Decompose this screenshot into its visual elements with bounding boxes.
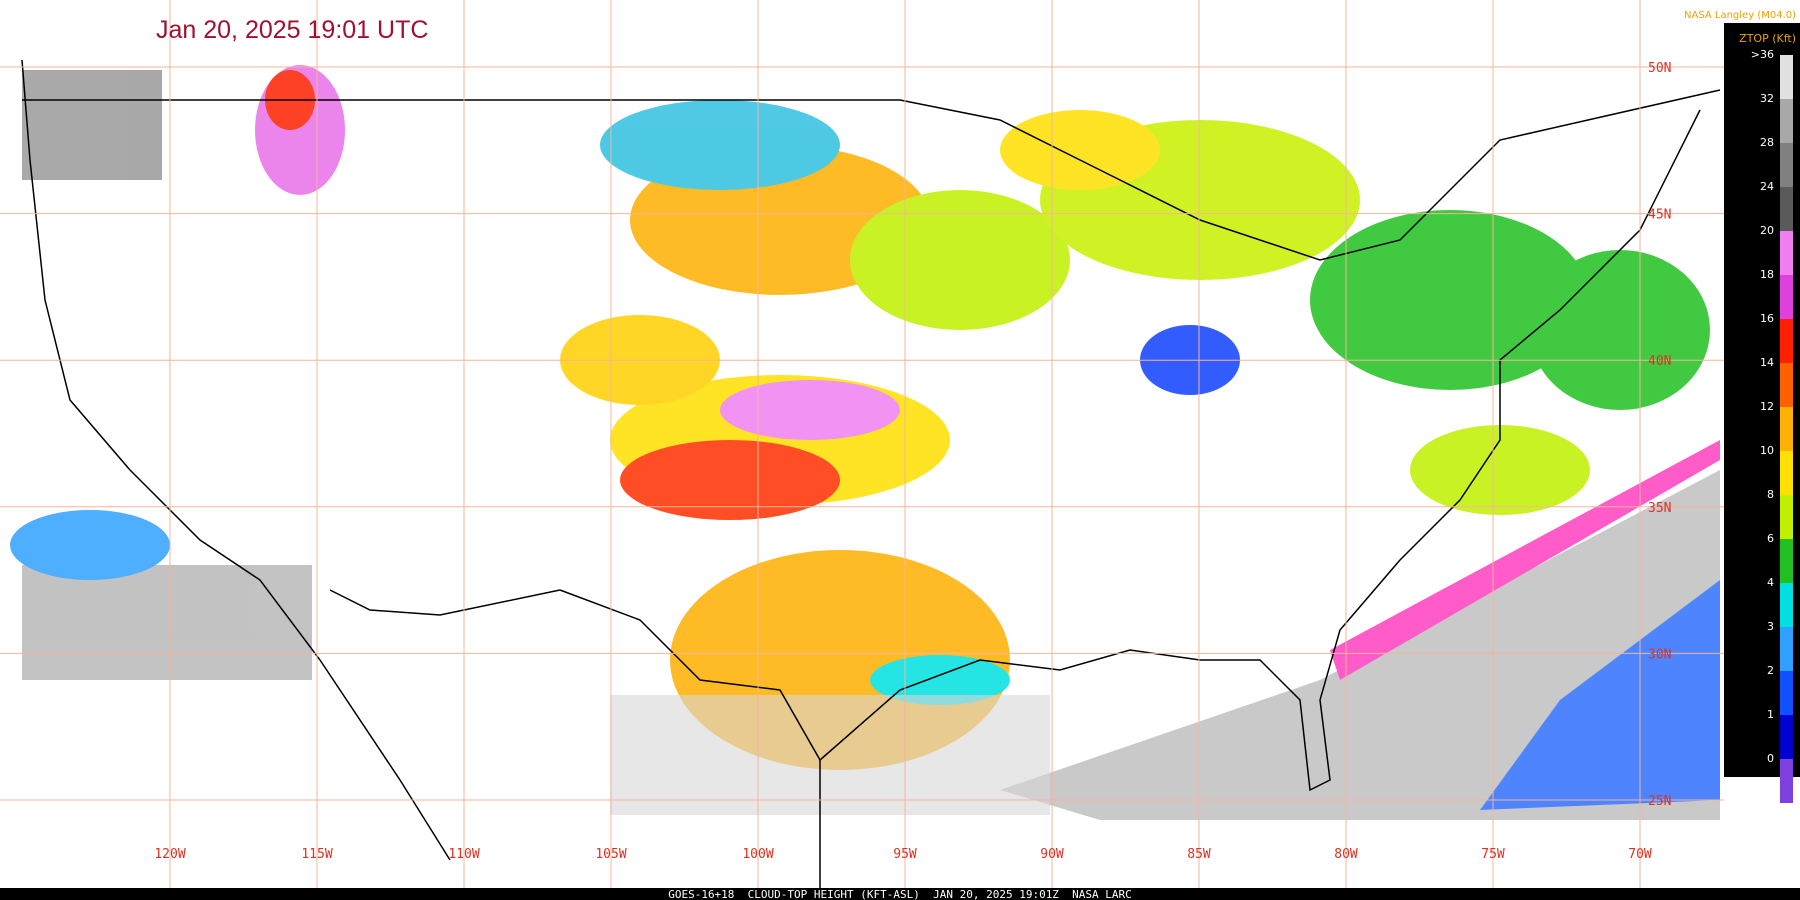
- colorbar-swatch: [1780, 275, 1793, 319]
- cloud: [1530, 250, 1710, 410]
- colorbar-label: 3: [1767, 620, 1774, 633]
- colorbar-label: 14: [1760, 356, 1774, 369]
- colorbar-swatch: [1780, 99, 1793, 143]
- footer-bar: [0, 888, 1800, 900]
- graticule: 120W 115W 110W 105W 100W 95W 90W 85W 80W 75W 70W 50…: [0, 0, 1724, 888]
- cloud: [1310, 210, 1590, 390]
- latitude-label: 25N: [1648, 794, 1671, 809]
- longitude-label: 95W: [893, 847, 917, 862]
- longitude-label: 90W: [1040, 847, 1064, 862]
- source-label: NASA Langley (M04.0): [1684, 10, 1796, 21]
- cloud: [1330, 440, 1720, 680]
- colorbar-label: 18: [1760, 268, 1774, 281]
- west-coast: [21, 59, 451, 861]
- cloud: [22, 70, 162, 180]
- colorbar-swatch: [1780, 319, 1793, 363]
- east-coast: [819, 109, 1701, 792]
- scale-title: ZTOP (Kft): [1739, 32, 1796, 45]
- colorbar-swatch: [1780, 671, 1793, 715]
- cloud: [850, 190, 1070, 330]
- longitude-label: 85W: [1187, 847, 1211, 862]
- longitude-label: 120W: [154, 847, 185, 862]
- colorbar-swatch: [1780, 143, 1793, 187]
- longitude-label: 80W: [1334, 847, 1358, 862]
- cloud: [10, 510, 170, 580]
- latitude-label: 30N: [1648, 647, 1671, 662]
- longitude-label: 100W: [742, 847, 773, 862]
- colorbar-swatch: [1780, 627, 1793, 671]
- colorbar-label: 28: [1760, 136, 1774, 149]
- colorbar-label: 4: [1767, 576, 1774, 589]
- colorbar-swatch: [1780, 187, 1793, 231]
- cloud: [620, 440, 840, 520]
- colorbar-swatch: [1780, 55, 1793, 99]
- colorbar-swatch: [1780, 407, 1793, 451]
- border-canada: [22, 89, 1721, 261]
- colorbar-swatch: [1780, 539, 1793, 583]
- colorbar-label: >36: [1751, 48, 1774, 61]
- cloud: [1410, 425, 1590, 515]
- colorbar-label: 20: [1760, 224, 1774, 237]
- colorbar-swatch: [1780, 363, 1793, 407]
- latitude-label: 35N: [1648, 501, 1671, 516]
- cloud: [1000, 110, 1160, 190]
- longitude-label: 105W: [595, 847, 626, 862]
- longitude-label: 70W: [1628, 847, 1652, 862]
- cloud: [1480, 580, 1720, 810]
- cloud: [22, 565, 312, 680]
- longitude-label: 75W: [1481, 847, 1505, 862]
- cloud: [600, 100, 840, 190]
- colorbar-label: 24: [1760, 180, 1774, 193]
- colorbar-swatch: [1780, 583, 1793, 627]
- colorbar-swatch: [1780, 759, 1793, 803]
- colorbar-swatch: [1780, 495, 1793, 539]
- colorbar-label: 8: [1767, 488, 1774, 501]
- colorbar-label: 12: [1760, 400, 1774, 413]
- colorbar-label: 1: [1767, 708, 1774, 721]
- border-mexico: [329, 589, 561, 616]
- colorbar-label: 10: [1760, 444, 1774, 457]
- longitude-label: 115W: [301, 847, 332, 862]
- cloud: [720, 380, 900, 440]
- coastline: [21, 59, 1721, 900]
- colorbar-swatch: [1780, 231, 1793, 275]
- colorbar-label: 0: [1767, 752, 1774, 765]
- latitude-label: 50N: [1648, 61, 1671, 76]
- colorbar-swatch: [1780, 715, 1793, 759]
- colorbar-label: 6: [1767, 532, 1774, 545]
- colorbar-label: 16: [1760, 312, 1774, 325]
- latitude-label: 40N: [1648, 354, 1671, 369]
- gulf-coast-west: [559, 589, 821, 900]
- colorbar-label: 32: [1760, 92, 1774, 105]
- colorbar-label: 2: [1767, 664, 1774, 677]
- title: Jan 20, 2025 19:01 UTC: [156, 16, 428, 44]
- latitude-label: 45N: [1648, 208, 1671, 223]
- colorbar-swatch: [1780, 451, 1793, 495]
- footer-caption: GOES-16+18 CLOUD-TOP HEIGHT (KFT-ASL) JA…: [668, 888, 1132, 900]
- cloud: [610, 695, 1050, 815]
- longitude-label: 110W: [448, 847, 479, 862]
